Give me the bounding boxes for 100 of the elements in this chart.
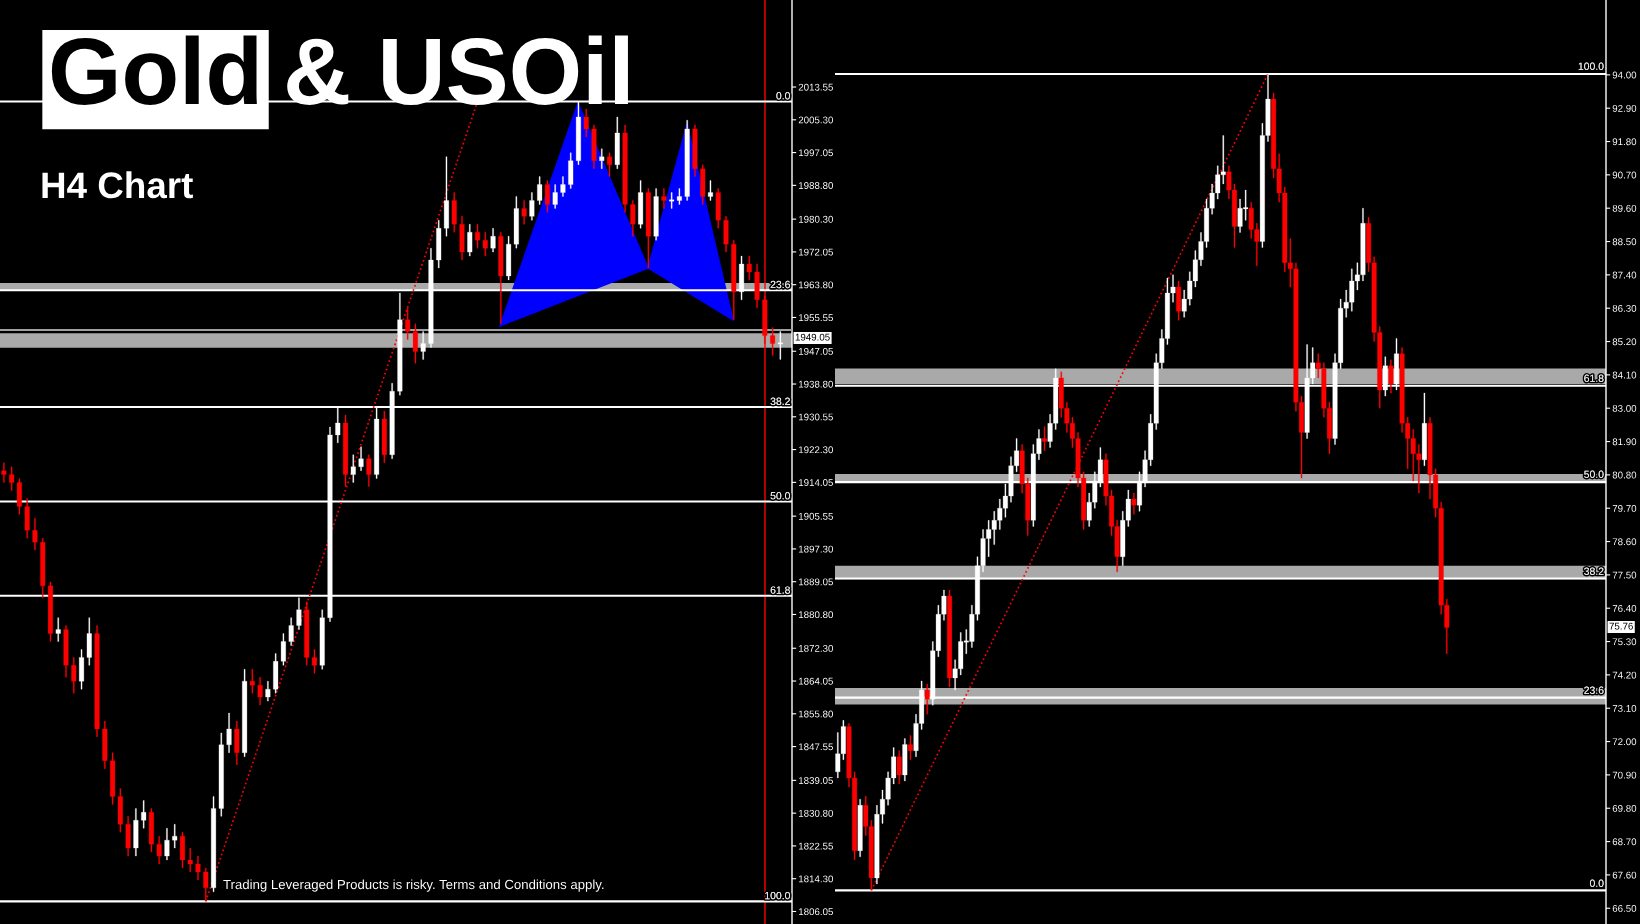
candlestick (552, 184, 558, 209)
y-tick-label: 92.90 (1612, 104, 1637, 112)
y-tick-label: 1889.05 (798, 578, 833, 586)
y-tick-label: 73.10 (1612, 704, 1637, 712)
candlestick (746, 255, 752, 281)
y-tick-label: 1914.05 (798, 479, 833, 486)
candlestick (242, 669, 248, 757)
y-tick-label: 87.40 (1612, 271, 1637, 279)
y-tick-label: 1814.30 (798, 875, 834, 883)
candlestick (715, 188, 721, 229)
candlestick (692, 124, 698, 177)
y-tick-label: 1872.30 (798, 644, 834, 652)
candlestick (257, 677, 263, 706)
ref-line-label: 23.6 (770, 280, 790, 289)
y-tick-label: 69.80 (1612, 804, 1637, 812)
y-tick-label: 2005.30 (798, 116, 834, 124)
y-tick-label: 2013.55 (798, 83, 833, 91)
candlestick (102, 720, 108, 769)
candlestick (48, 581, 53, 642)
candlestick (195, 855, 201, 881)
candlestick (1131, 492, 1137, 515)
candlestick (164, 828, 170, 861)
candlestick (288, 617, 294, 646)
y-tick-label: 1972.05 (798, 248, 833, 256)
y-tick-label: 1839.05 (798, 777, 833, 784)
candlestick (55, 617, 61, 642)
candlestick (490, 228, 496, 253)
candlestick (444, 156, 449, 237)
candlestick (622, 124, 628, 213)
text: 1949.05 (795, 333, 830, 341)
candlestick (180, 832, 185, 869)
annotation: 61.8 (1584, 374, 1604, 382)
candlestick (475, 224, 480, 249)
candlestick (94, 625, 100, 737)
candlestick (902, 738, 908, 782)
y-tick-label: 1897.30 (798, 545, 834, 553)
candlestick (529, 192, 535, 221)
candlestick (265, 681, 271, 702)
chart-title: Gold & USOil (51, 35, 628, 105)
y-tick-label: 1922.30 (798, 446, 834, 454)
candlestick (319, 609, 325, 670)
candlestick (1, 462, 7, 483)
annotation: 0.0 (1589, 879, 1604, 887)
candlestick (1388, 359, 1394, 394)
candlestick (125, 816, 131, 857)
candlestick (156, 836, 162, 865)
candlestick (537, 176, 543, 205)
text: H4 Chart (42, 171, 193, 199)
candlestick (560, 176, 566, 197)
candlestick (24, 498, 30, 539)
y-tick-label: 88.50 (1612, 238, 1637, 246)
candlestick (249, 669, 255, 694)
candlestick (947, 589, 952, 688)
candlestick (1421, 392, 1427, 466)
candlestick (234, 720, 240, 765)
candlestick (708, 180, 713, 201)
candlestick (358, 446, 364, 471)
candlestick (896, 750, 902, 785)
candlestick (211, 796, 216, 892)
candlestick (723, 216, 729, 253)
candlestick (924, 683, 930, 715)
candlestick (459, 216, 465, 261)
y-tick-label: 1847.55 (798, 743, 833, 751)
candlestick (420, 331, 426, 360)
y-tick-label: 1988.80 (798, 182, 834, 189)
candlestick (614, 116, 620, 169)
y-tick-label: 79.70 (1612, 504, 1637, 512)
ref-line-label: 38.2 (770, 397, 790, 405)
candlestick (79, 649, 84, 690)
ref-line-label: 61.8 (770, 586, 790, 594)
y-tick-label: 85.20 (1612, 338, 1637, 346)
candlestick (521, 200, 527, 225)
candlestick (172, 824, 178, 849)
annotation: 23.6 (1584, 686, 1604, 694)
candlestick (599, 148, 605, 169)
y-tick-label: 75.30 (1612, 638, 1637, 646)
candlestick (366, 454, 372, 487)
y-tick-label: 91.80 (1612, 138, 1637, 146)
candlestick (63, 625, 69, 678)
candlestick (857, 799, 863, 857)
candlestick (777, 331, 783, 360)
candlestick (645, 188, 651, 269)
candlestick (71, 657, 77, 694)
y-tick-label: 1830.80 (798, 809, 834, 817)
y-tick-label: 68.70 (1612, 838, 1637, 846)
candlestick (544, 180, 550, 213)
y-tick-label: 1880.80 (798, 611, 834, 619)
y-tick-label: 1980.30 (798, 215, 834, 223)
candlestick (583, 108, 589, 138)
y-tick-label: 1905.55 (798, 512, 833, 520)
y-tick-label: 72.00 (1612, 738, 1637, 746)
y-tick-label: 86.30 (1612, 304, 1637, 312)
y-tick-label: 1864.05 (798, 677, 833, 685)
y-tick-label: 1963.80 (798, 281, 834, 289)
annotation: 100.0 (1578, 62, 1604, 70)
ref-line-label: 50.0 (770, 492, 791, 500)
candlestick (350, 454, 356, 483)
y-tick-label: 66.50 (1612, 904, 1637, 912)
candlestick (498, 232, 504, 324)
candlestick (133, 808, 139, 857)
